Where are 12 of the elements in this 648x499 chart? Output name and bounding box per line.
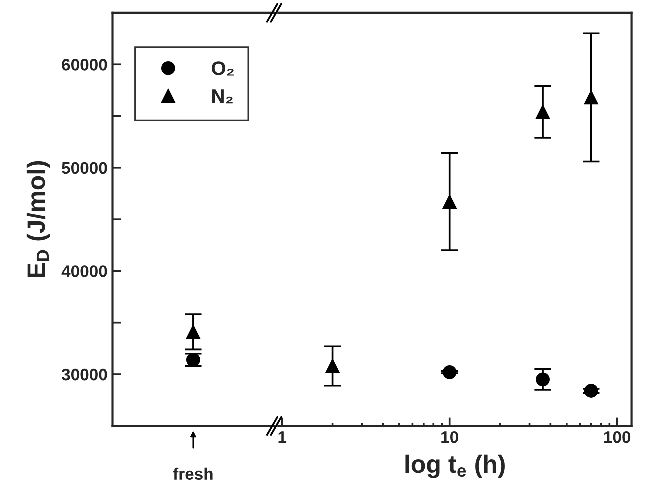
legend-label: O₂ xyxy=(212,62,234,76)
y-tick-label: 40000 xyxy=(62,266,108,278)
y-axis-title: E$_{D}$ (J/mol) xyxy=(26,161,50,278)
y-tick-label: 50000 xyxy=(62,162,108,174)
legend-label: N₂ xyxy=(212,90,233,104)
x-tick-label: 1 xyxy=(278,432,287,444)
x-tick-label: 100 xyxy=(604,431,631,444)
x-tick-label: fresh xyxy=(173,468,213,480)
y-tick-label: 60000 xyxy=(62,59,108,71)
x-tick-label: 10 xyxy=(442,431,458,444)
y-tick-label: 30000 xyxy=(62,368,108,381)
x-axis-title: log t$_{e}$ (h) xyxy=(406,454,505,478)
